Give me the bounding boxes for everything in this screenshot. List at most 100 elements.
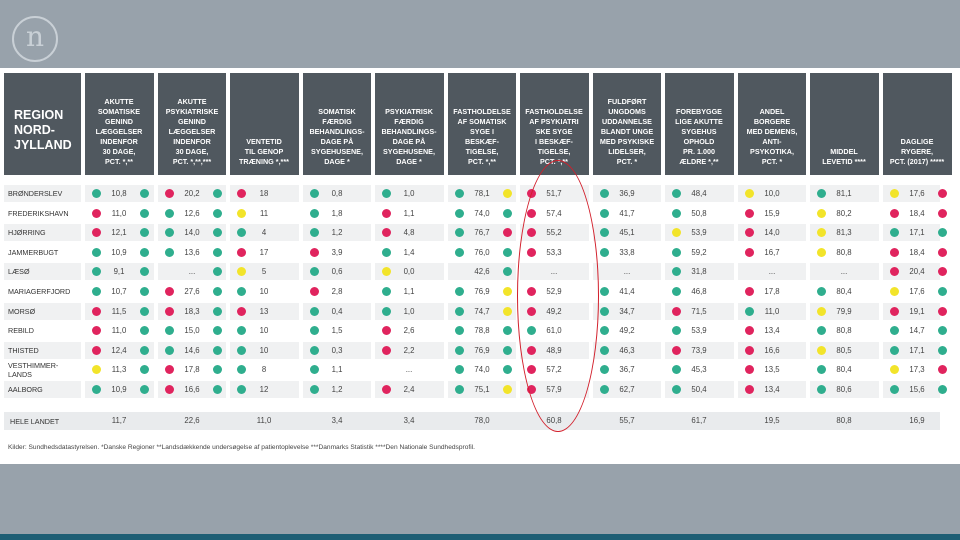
cell-value: 10,9 [111,385,127,394]
column-separator [226,73,230,430]
column-header-label: SOMATISK FÆRDIG BEHANDLINGS- DAGE PÅ SYG… [309,107,365,166]
status-dot [817,228,826,238]
status-dot [938,208,947,218]
status-dot [527,287,536,296]
cell-value: ... [768,267,776,277]
cell-value: 74,0 [474,365,490,375]
cell-value: 46,3 [619,345,635,355]
status-dot [165,365,174,375]
cell-value: 14,6 [184,345,200,355]
status-dot [745,287,754,296]
column-separator [806,73,810,430]
municipality-name: FREDERIKSHAVN [8,208,69,218]
status-dot [890,326,899,336]
cell-value: 74,7 [474,306,490,316]
column-header-label: FASTHOLDELSE AF SOMATISK SYGE I BESKÆF- … [453,107,511,166]
status-dot [672,385,681,394]
status-dot [140,345,149,355]
status-dot [890,228,899,238]
cell-value: 81,1 [836,189,852,198]
cell-value: 42,6 [474,267,490,277]
column-header-label: ANDEL BORGERE MED DEMENS, ANTI- PSYKOTIK… [746,107,798,166]
status-dot [382,267,391,277]
status-dot [938,189,947,198]
cell-value: 80,4 [836,365,852,375]
cell-value: 80,4 [836,287,852,296]
status-dot [92,228,101,238]
status-dot [140,228,149,238]
total-value: 16,9 [909,416,925,425]
status-dot [140,306,149,316]
cell-value: 1,5 [331,326,343,336]
column-separator [734,73,738,430]
status-dot [165,228,174,238]
cell-value: 2,2 [403,345,415,355]
status-dot [890,385,899,394]
status-dot [237,247,246,257]
column-separator [589,73,593,430]
cell-value: 52,9 [546,287,562,296]
status-dot [213,345,222,355]
cell-value: 13,6 [184,247,200,257]
cell-value: 11 [259,208,269,218]
status-dot [600,345,609,355]
status-dot [938,247,947,257]
status-dot [455,345,464,355]
cell-value: 12,6 [184,208,200,218]
status-dot [310,267,319,277]
column-header-label: FASTHOLDELSE AF PSYKIATRI SKE SYGE I BES… [525,107,583,166]
status-dot [503,267,512,277]
status-dot [140,208,149,218]
cell-value: 10 [259,345,269,355]
status-dot [455,247,464,257]
municipality-name: BRØNDERSLEV [8,189,63,198]
cell-value: ... [405,365,413,375]
status-dot [817,345,826,355]
status-dot [165,385,174,394]
column-header-label: AKUTTE PSYKIATRISKE GENIND LÆGGELSER IND… [165,97,219,166]
status-dot [503,208,512,218]
cell-value: 1,4 [403,247,415,257]
cell-value: 57,2 [546,365,562,375]
status-dot [817,247,826,257]
cell-value: 10,0 [764,189,780,198]
cell-value: 3,9 [331,247,343,257]
municipality-name: VESTHIMMER- LANDS [8,360,59,379]
status-dot [503,306,512,316]
cell-value: 13 [259,306,269,316]
status-dot [938,326,947,336]
cell-value: 34,7 [619,306,635,316]
status-dot [938,365,947,375]
status-dot [503,345,512,355]
cell-value: 13,4 [764,326,780,336]
status-dot [92,306,101,316]
status-dot [817,287,826,296]
column-header: VENTETID TIL GENOP TRÆNING *,*** [229,73,299,175]
status-dot [600,365,609,375]
bottom-bar [0,534,960,540]
column-header: DAGLIGE RYGERE, PCT. (2017) ***** [882,73,952,175]
status-dot [92,365,101,375]
cell-value: 2,6 [403,326,415,336]
cell-value: 50,8 [691,208,707,218]
cell-value: 17,8 [764,287,780,296]
cell-value: 53,3 [546,247,562,257]
status-dot [745,385,754,394]
status-dot [310,228,319,238]
column-header-label: VENTETID TIL GENOP TRÆNING *,*** [239,137,289,166]
cell-value: 73,9 [691,345,707,355]
cell-value: 14,0 [764,228,780,238]
column-header: MIDDEL LEVETID **** [809,73,879,175]
status-dot [310,287,319,296]
status-dot [527,385,536,394]
status-dot [672,228,681,238]
status-dot [237,287,246,296]
cell-value: 78,8 [474,326,490,336]
cell-value: 10,8 [111,189,127,198]
cell-value: 75,1 [474,385,490,394]
cell-value: 81,3 [836,228,852,238]
status-dot [213,385,222,394]
status-dot [600,306,609,316]
status-dot [92,385,101,394]
status-dot [140,189,149,198]
